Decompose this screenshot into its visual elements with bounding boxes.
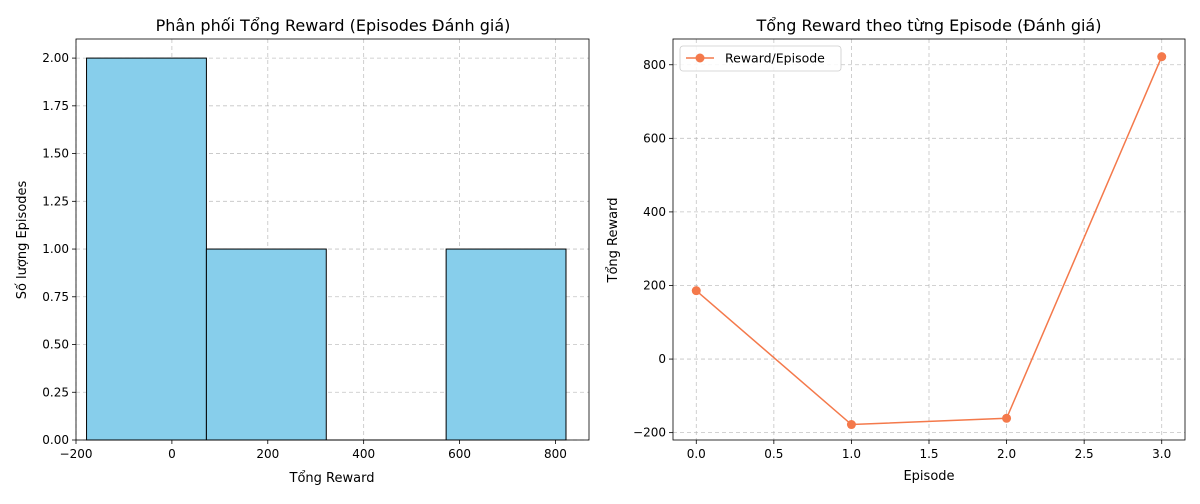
- legend-label: Reward/Episode: [725, 51, 825, 66]
- x-tick-label: 0.5: [764, 447, 783, 461]
- y-tick-label: 1.25: [42, 194, 69, 208]
- x-tick-label: 1.5: [919, 447, 938, 461]
- data-point: [691, 286, 701, 296]
- line-x-ticks: 0.0 0.5 1.0 1.5 2.0 2.5 3.0: [687, 440, 1171, 461]
- x-tick-label: 2.0: [997, 447, 1016, 461]
- line-y-label: Tổng Reward: [606, 198, 621, 284]
- line-grid: [673, 39, 1185, 440]
- x-tick-label: −200: [60, 447, 93, 461]
- x-tick-label: 400: [352, 447, 375, 461]
- histogram-y-ticks: 0.00 0.25 0.50 0.75 1.00 1.25 1.50 1.75 2.00: [42, 51, 76, 447]
- line-y-ticks: −200 0 200 400 600 800: [633, 58, 673, 440]
- y-tick-label: 0.50: [42, 338, 69, 352]
- y-tick-label: −200: [633, 426, 666, 440]
- histogram-bar: [445, 248, 567, 441]
- y-tick-label: 0: [658, 352, 666, 366]
- histogram-chart: Phân phối Tổng Reward (Episodes Đánh giá…: [15, 16, 590, 486]
- y-tick-label: 600: [643, 131, 666, 145]
- histogram-title: Phân phối Tổng Reward (Episodes Đánh giá…: [156, 16, 511, 35]
- y-tick-label: 0.75: [42, 290, 69, 304]
- legend-marker-swatch: [695, 53, 705, 63]
- line-chart: Tổng Reward theo từng Episode (Đánh giá)…: [606, 16, 1186, 484]
- data-point: [1002, 413, 1012, 423]
- y-tick-label: 0.00: [42, 433, 69, 447]
- line-title: Tổng Reward theo từng Episode (Đánh giá): [756, 16, 1102, 35]
- histogram-x-ticks: −200 0 200 400 600 800: [60, 440, 567, 461]
- line-axes-frame: [672, 38, 1186, 441]
- histogram-bar: [205, 248, 327, 441]
- x-tick-label: 1.0: [842, 447, 861, 461]
- y-tick-label: 800: [643, 58, 666, 72]
- x-tick-label: 800: [544, 447, 567, 461]
- y-tick-label: 1.50: [42, 147, 69, 161]
- histogram-y-label: Số lượng Episodes: [15, 180, 30, 299]
- data-point: [1157, 52, 1167, 62]
- x-tick-label: 600: [448, 447, 471, 461]
- x-tick-label: 0.0: [687, 447, 706, 461]
- y-tick-label: 400: [643, 205, 666, 219]
- y-tick-label: 2.00: [42, 51, 69, 65]
- y-tick-label: 0.25: [42, 385, 69, 399]
- x-tick-label: 2.5: [1075, 447, 1094, 461]
- x-tick-label: 0: [168, 447, 176, 461]
- y-tick-label: 1.75: [42, 99, 69, 113]
- line-series: [691, 52, 1167, 430]
- x-tick-label: 3.0: [1152, 447, 1171, 461]
- x-tick-label: 200: [256, 447, 279, 461]
- line-legend: Reward/Episode: [679, 45, 842, 72]
- series-line: [695, 56, 1163, 426]
- histogram-bars: [86, 57, 567, 441]
- histogram-axes-frame: [75, 38, 590, 441]
- y-tick-label: 1.00: [42, 242, 69, 256]
- y-tick-label: 200: [643, 278, 666, 292]
- legend-box: [679, 45, 842, 72]
- histogram-bar: [86, 57, 207, 441]
- line-x-label: Episode: [903, 469, 954, 484]
- histogram-x-label: Tổng Reward: [289, 471, 375, 486]
- data-point: [846, 420, 856, 430]
